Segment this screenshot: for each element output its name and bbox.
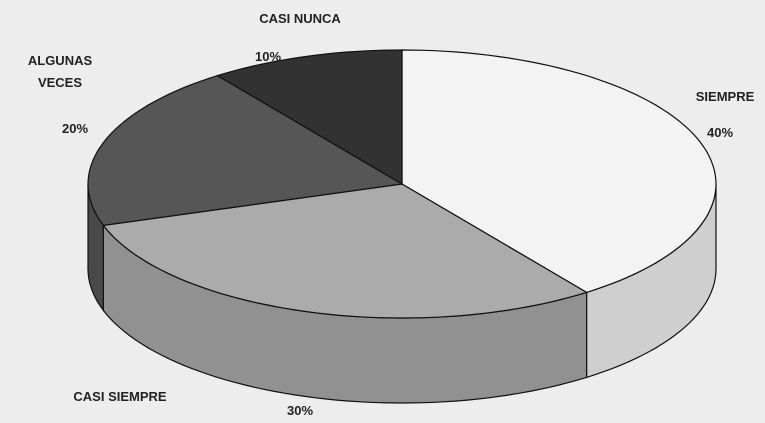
value-label: 30% [286, 403, 314, 418]
slice-label: SIEMPRE [695, 89, 755, 104]
slice [215, 49, 403, 186]
value-label: 20% [61, 121, 89, 136]
slice [102, 183, 589, 319]
slice-label: ALGUNAS VECES [27, 53, 93, 90]
value-label: 40% [706, 125, 734, 140]
slice [87, 74, 404, 227]
slice-label: CASI SIEMPRE [73, 389, 167, 404]
slice-label: CASI NUNCA [259, 11, 341, 26]
value-label: 10% [254, 49, 282, 64]
slice [401, 49, 717, 294]
